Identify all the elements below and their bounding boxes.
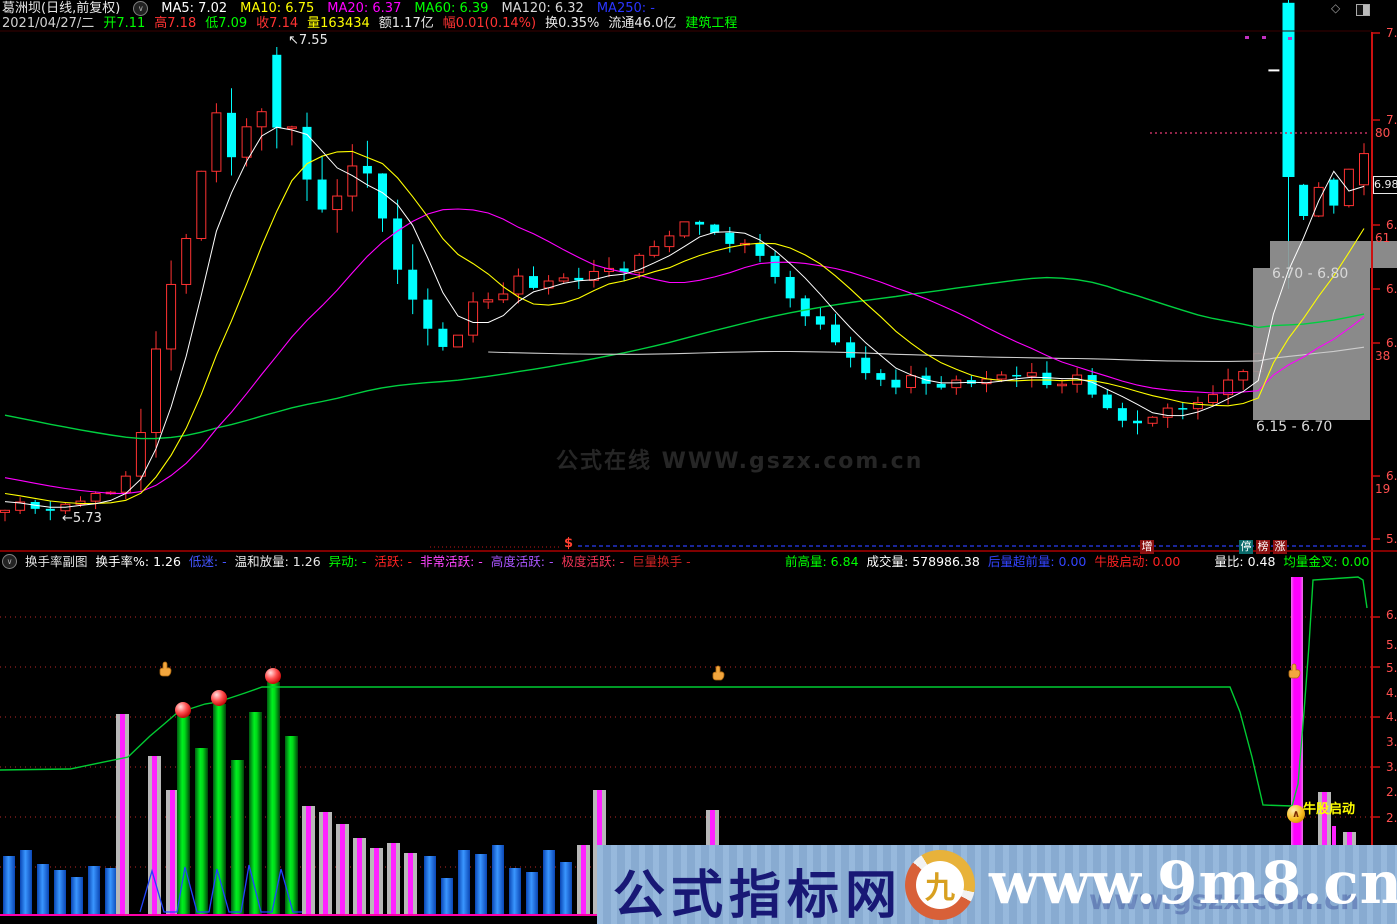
footer-logo-icon: 九 [905, 850, 975, 920]
bull-start-icon: ∧ [1287, 805, 1305, 823]
ma-values: MA5: 7.02 MA10: 6.75 MA20: 6.37 MA60: 6.39 M… [161, 1, 655, 16]
info-flag-增[interactable]: 增 [1140, 540, 1154, 554]
field: 后量超前量: 0.00 [987, 554, 1087, 569]
cost-zone-low-label: 6.15 - 6.70 [1256, 419, 1333, 435]
info-flag-涨[interactable]: 涨 [1273, 540, 1287, 554]
indicator-axis-label: 5. [1386, 661, 1397, 675]
bull-start-label: 牛股启动 [1303, 802, 1356, 817]
info-flag-停[interactable]: 停 [1239, 540, 1253, 554]
dollar-marker: $ [564, 536, 574, 551]
field: MA250: - [596, 1, 655, 16]
field: 低7.09 [205, 16, 248, 31]
field: MA5: 7.02 [161, 1, 228, 16]
axis-price-label: 6. [1386, 336, 1397, 350]
indicator-header: ∨ 换手率副图 换手率%: 1.26 低迷: - 温和放量: 1.26 异动: - 活跃… [2, 554, 691, 569]
indicator-axis-label: 3. [1386, 735, 1397, 749]
low-price-annotation: ←5.73 [62, 511, 102, 526]
axis-price-label: 19 [1375, 482, 1391, 496]
high-price-annotation: ↖7.55 [288, 33, 328, 48]
field: 换0.35% [545, 16, 600, 31]
watermark-footer: www.gszx.com.cn 公式指标网 九 www.9m8.cn [597, 845, 1397, 924]
last-price-box: 6.98 [1373, 176, 1397, 194]
field: 均量金叉: 0.00 [1283, 554, 1370, 569]
field: 成交量: 578986.38 [866, 554, 980, 569]
footer-site-url: www.9m8.cn [989, 849, 1397, 917]
hand-pointer-icon [159, 661, 172, 677]
field: 非常活跃: - [420, 554, 483, 569]
indicator-values: 换手率%: 1.26 低迷: - 温和放量: 1.26 异动: - 活跃: - 非常活跃:… [96, 554, 691, 569]
field: 低迷: - [188, 554, 227, 569]
axis-price-label: 6. [1386, 282, 1397, 296]
axis-price-label: 38 [1375, 349, 1391, 363]
field: MA10: 6.75 [240, 1, 315, 16]
indicator-axis-label: 2. [1386, 785, 1397, 799]
hand-pointer-icon [1288, 663, 1301, 679]
indicator-axis-label: 3. [1386, 760, 1397, 774]
field: 高度活跃: - [490, 554, 554, 569]
field: 温和放量: 1.26 [234, 554, 321, 569]
red-ball-marker [265, 668, 281, 684]
indicator-title: 换手率副图 [25, 554, 88, 569]
field: 额1.17亿 [378, 16, 434, 31]
field: 量163434 [307, 16, 370, 31]
axis-price-label: 6. [1386, 469, 1397, 483]
chart-watermark: 公式在线 WWW.gszx.com.cn [556, 449, 924, 474]
field: 巨量换手 - [632, 554, 691, 569]
hand-pointer-icon [712, 665, 725, 681]
field: 2021/04/27/二 [2, 16, 95, 31]
field: 高7.18 [154, 16, 197, 31]
axis-price-label: 80 [1375, 126, 1391, 140]
stock-title: 葛洲坝(日线,前复权) [2, 1, 121, 16]
field: 极度活跃: - [561, 554, 625, 569]
field: 前高量: 6.84 [785, 554, 859, 569]
signal-dot [1262, 36, 1266, 39]
field: 量比: 0.48 [1214, 554, 1276, 569]
axis-price-label: 7. [1386, 113, 1397, 127]
field: 牛股启动: 0.00 [1094, 554, 1181, 569]
ohlc-info-line: 2021/04/27/二 开7.11 高7.18 低7.09 收7.14 量163434 额… [2, 16, 737, 31]
indicator-axis-label: 5. [1386, 638, 1397, 652]
indicator-axis-label: 2. [1386, 811, 1397, 825]
axis-price-label: 61 [1375, 231, 1391, 245]
chart-header-line1: 葛洲坝(日线,前复权) ∨ MA5: 7.02 MA10: 6.75 MA20: 6… [2, 1, 655, 16]
field: 开7.11 [103, 16, 146, 31]
info-flag-榜[interactable]: 榜 [1256, 540, 1270, 554]
axis-price-label: 7. [1386, 26, 1397, 40]
field: 异动: - [328, 554, 367, 569]
collapse-indicator-icon[interactable]: ∨ [2, 554, 17, 569]
footer-site-name: 公式指标网 [613, 866, 904, 924]
field: 活跃: - [374, 554, 413, 569]
indicator-values-right: 前高量: 6.84 成交量: 578986.38 后量超前量: 0.00 牛股启动: … [785, 554, 1369, 569]
field: 收7.14 [256, 16, 299, 31]
signal-dot [1245, 36, 1249, 39]
red-ball-marker [211, 690, 227, 706]
field: MA20: 6.37 [327, 1, 402, 16]
field: 建筑工程 [685, 16, 738, 31]
signal-dot [1288, 37, 1292, 40]
axis-price-label: 6. [1386, 218, 1397, 232]
field: MA120: 6.32 [501, 1, 584, 16]
field: 流通46.0亿 [608, 16, 677, 31]
field: 幅0.01(0.14%) [442, 16, 537, 31]
split-pane-icon[interactable] [1356, 4, 1370, 16]
field: MA60: 6.39 [414, 1, 489, 16]
indicator-axis-label: 4. [1386, 686, 1397, 700]
indicator-axis-label: 4. [1386, 710, 1397, 724]
footer-ghost-url: www.gszx.com.cn [1089, 885, 1360, 916]
footer-stripes [597, 845, 1397, 924]
diamond-icon[interactable]: ◇ [1331, 1, 1341, 15]
indicator-axis-label: 6. [1386, 608, 1397, 622]
axis-price-label: 5. [1386, 532, 1397, 546]
cost-zone-high-label: 6.70 - 6.80 [1272, 266, 1349, 282]
field: 换手率%: 1.26 [95, 554, 181, 569]
red-ball-marker [175, 702, 191, 718]
collapse-main-icon[interactable]: ∨ [133, 1, 149, 16]
